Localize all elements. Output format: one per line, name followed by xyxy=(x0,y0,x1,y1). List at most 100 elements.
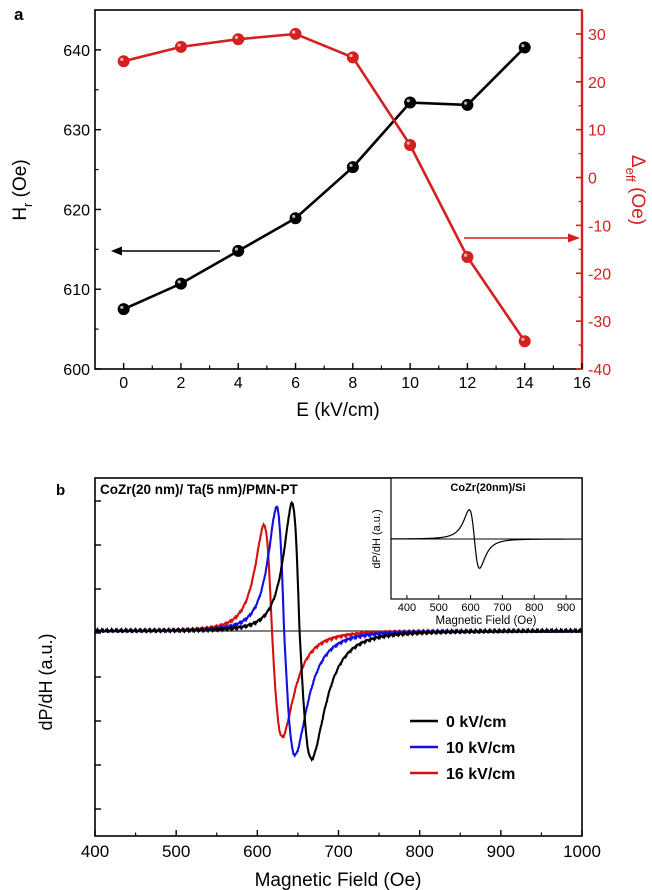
inset-x-axis-label: Magnetic Field (Oe) xyxy=(436,615,537,627)
x-tick-label: 12 xyxy=(459,375,477,392)
right-tick-label: -20 xyxy=(588,266,611,283)
legend-label: 16 kV/cm xyxy=(446,766,515,783)
inset-x-tick-label: 400 xyxy=(398,602,416,614)
data-point-highlight xyxy=(292,214,296,219)
inset-title: CoZr(20nm)/Si xyxy=(450,482,525,494)
legend-label: 0 kV/cm xyxy=(446,714,506,731)
right-tick-label: 10 xyxy=(588,123,606,140)
right-tick-label: 20 xyxy=(588,75,606,92)
x-tick-label: 400 xyxy=(81,842,109,861)
panel-b-x-axis-label: Magnetic Field (Oe) xyxy=(255,870,422,890)
panel-a-label: a xyxy=(14,5,24,24)
panel-b-sample-title: CoZr(20 nm)/ Ta(5 nm)/PMN-PT xyxy=(100,482,299,497)
x-tick-label: 14 xyxy=(516,375,534,392)
hr-data-point xyxy=(346,161,359,174)
left-tick-label: 630 xyxy=(63,123,90,140)
data-point-highlight xyxy=(234,35,239,39)
delta-data-point xyxy=(289,27,302,40)
left-axis-unit: (Oe) xyxy=(10,159,31,202)
panel-b-y-ticks xyxy=(95,500,101,810)
panel-a-right-axis-label: Δeff (Oe) xyxy=(623,155,648,225)
panel-a-x-axis-label: E (kV/cm) xyxy=(296,400,379,421)
fmr-series-line xyxy=(94,500,583,762)
right-tick-label: 30 xyxy=(588,27,606,44)
inset-y-axis-label: dP/dH (a.u.) xyxy=(371,509,383,568)
hr-data-point xyxy=(461,98,474,111)
hr-data-point xyxy=(404,96,417,109)
x-tick-label: 4 xyxy=(234,375,243,392)
data-point-highlight xyxy=(177,280,181,284)
inset-x-tick-label: 800 xyxy=(525,602,543,614)
panel-a-left-axis-label: Hr (Oe) xyxy=(10,159,35,220)
panel-b-y-axis-label: dP/dH (a.u.) xyxy=(36,633,56,730)
data-point-highlight xyxy=(464,253,468,257)
x-tick-label: 10 xyxy=(401,375,419,392)
hr-series-line xyxy=(123,46,526,311)
right-tick-label: 0 xyxy=(588,171,597,188)
x-tick-label: 2 xyxy=(176,375,185,392)
data-point-highlight xyxy=(120,57,124,62)
panel-b-label: b xyxy=(56,482,65,499)
panel-a-series xyxy=(117,27,531,348)
data-point-highlight xyxy=(292,30,296,34)
hr-data-point xyxy=(232,244,245,257)
data-point-highlight xyxy=(464,101,468,105)
inset-x-ticks: 400 500 600 700 800 900 xyxy=(398,595,575,614)
right-axis-arrow xyxy=(464,233,580,243)
data-point-highlight xyxy=(521,337,525,342)
right-axis-symbol: Δ xyxy=(627,155,648,168)
panel-b-inset: 400 500 600 700 800 900 CoZr(20nm)/Si Magneti… xyxy=(371,477,583,627)
left-axis-arrow xyxy=(111,246,220,256)
data-point-highlight xyxy=(349,163,353,167)
data-point-highlight xyxy=(406,99,410,103)
panel-b-legend: 0 kV/cm 10 kV/cm 16 kV/cm xyxy=(410,714,515,783)
hr-data-point xyxy=(518,41,531,54)
delta-data-point xyxy=(404,138,417,151)
inset-series-line xyxy=(391,509,582,569)
left-tick-label: 640 xyxy=(63,43,90,60)
right-tick-label: -30 xyxy=(588,314,611,331)
hr-data-point xyxy=(117,303,130,316)
panel-a-plot xyxy=(94,9,584,370)
panel-a-x-ticks: 0 2 4 6 8 10 12 14 16 xyxy=(119,363,591,392)
x-tick-label: 500 xyxy=(162,842,190,861)
left-tick-label: 620 xyxy=(63,202,90,219)
delta-data-point xyxy=(346,51,359,64)
x-tick-label: 700 xyxy=(324,842,352,861)
right-axis-subscript: eff xyxy=(623,168,638,183)
right-tick-label: -40 xyxy=(588,362,611,379)
x-tick-label: 16 xyxy=(573,375,591,392)
panel-a-left-ticks: 600 610 620 630 640 xyxy=(63,43,101,379)
inset-x-tick-label: 600 xyxy=(461,602,479,614)
x-tick-label: 900 xyxy=(487,842,515,861)
left-axis-symbol: H xyxy=(10,207,31,221)
left-tick-label: 610 xyxy=(63,282,90,299)
delta-data-point xyxy=(174,40,187,53)
left-tick-label: 600 xyxy=(63,362,90,379)
hr-data-point xyxy=(174,277,187,290)
data-point-highlight xyxy=(349,53,353,58)
inset-x-tick-label: 900 xyxy=(557,602,575,614)
x-tick-label: 8 xyxy=(348,375,357,392)
data-point-highlight xyxy=(177,43,181,47)
x-tick-label: 800 xyxy=(405,842,433,861)
panel-b-series xyxy=(94,500,583,762)
delta-data-point xyxy=(461,250,474,263)
panel-b-x-ticks: 400 500 600 700 800 900 1000 xyxy=(81,830,601,861)
panel-a-right-ticks: -40 -30 -20 -10 0 10 20 30 xyxy=(576,9,611,379)
data-point-highlight xyxy=(234,247,239,251)
data-point-highlight xyxy=(521,44,525,48)
x-tick-label: 6 xyxy=(291,375,300,392)
left-axis-subscript: r xyxy=(20,202,35,207)
delta-data-point xyxy=(117,55,130,68)
x-tick-label: 600 xyxy=(243,842,271,861)
data-point-highlight xyxy=(120,305,124,309)
delta-data-point xyxy=(518,335,531,348)
inset-x-tick-label: 500 xyxy=(430,602,448,614)
delta-data-point xyxy=(232,33,245,46)
data-point-highlight xyxy=(406,141,410,145)
right-tick-label: -10 xyxy=(588,218,611,235)
delta-series-line xyxy=(123,32,526,342)
hr-data-point xyxy=(289,212,302,225)
